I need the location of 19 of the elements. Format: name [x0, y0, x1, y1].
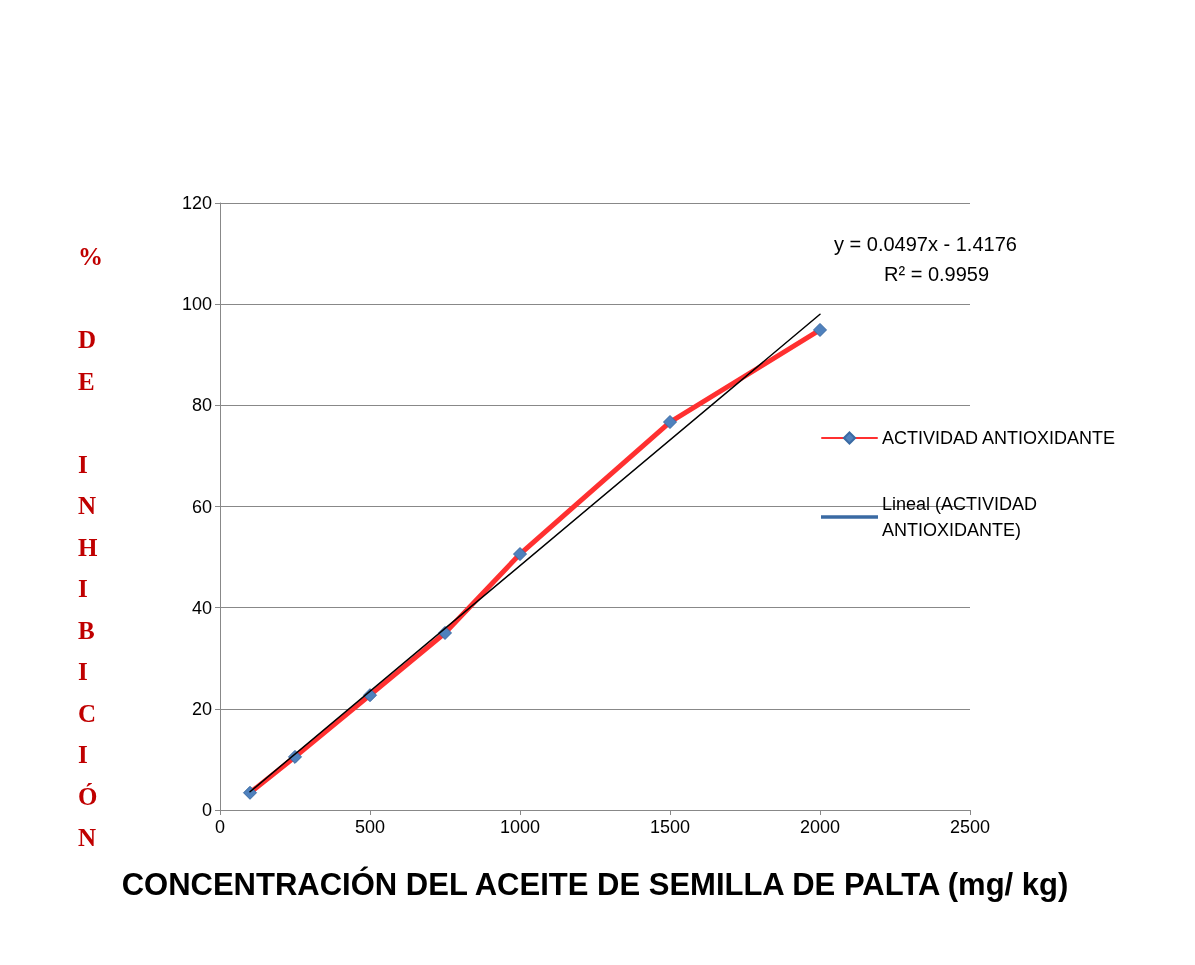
annotation: y = 0.0497x - 1.4176 — [834, 233, 1017, 255]
y-tick-label: 100 — [181, 294, 212, 315]
annotation: R² = 0.9959 — [884, 263, 990, 285]
x-tick-label: 1000 — [499, 817, 541, 837]
x-tick-label: 1500 — [649, 817, 691, 837]
y-tick-label: 60 — [191, 496, 212, 517]
y-tick-label: 20 — [191, 698, 212, 719]
x-tick-label: 0 — [214, 817, 226, 837]
y-tick-label: 0 — [201, 800, 212, 820]
text: % DE INHIBICIÓN — [78, 243, 103, 852]
x-tick-label: 2000 — [799, 817, 841, 837]
x-axis-title: CONCENTRACIÓN DEL ACEITE DE SEMILLA DE PALTA (mg/ kg) — [121, 865, 1069, 902]
y-tick-label: 120 — [181, 193, 212, 213]
legend-label: ACTIVIDAD ANTIOXIDANTE — [882, 428, 1116, 448]
y-tick-label: 80 — [191, 395, 212, 416]
legend-label: Lineal (ACTIVIDAD ANTIOXIDANTE) — [882, 494, 1043, 540]
y-tick-label: 40 — [191, 597, 212, 618]
x-tick-label: 2500 — [949, 817, 991, 837]
x-tick-label: 500 — [354, 817, 386, 837]
